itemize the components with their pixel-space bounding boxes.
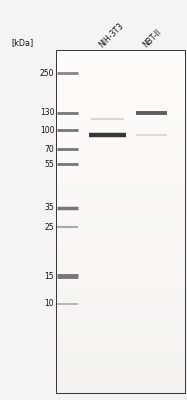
Text: 55: 55 xyxy=(45,160,54,169)
Bar xyxy=(56,50,185,393)
Text: NIH-3T3: NIH-3T3 xyxy=(97,21,126,49)
Text: 130: 130 xyxy=(40,108,54,117)
Text: 35: 35 xyxy=(45,203,54,212)
Bar xyxy=(56,50,185,393)
Text: 25: 25 xyxy=(45,223,54,232)
Text: 70: 70 xyxy=(45,144,54,154)
Text: [kDa]: [kDa] xyxy=(11,38,33,47)
Text: 10: 10 xyxy=(45,299,54,308)
Text: 15: 15 xyxy=(45,272,54,281)
Text: 100: 100 xyxy=(40,126,54,135)
Text: NBT-II: NBT-II xyxy=(141,27,163,49)
Text: 250: 250 xyxy=(40,69,54,78)
